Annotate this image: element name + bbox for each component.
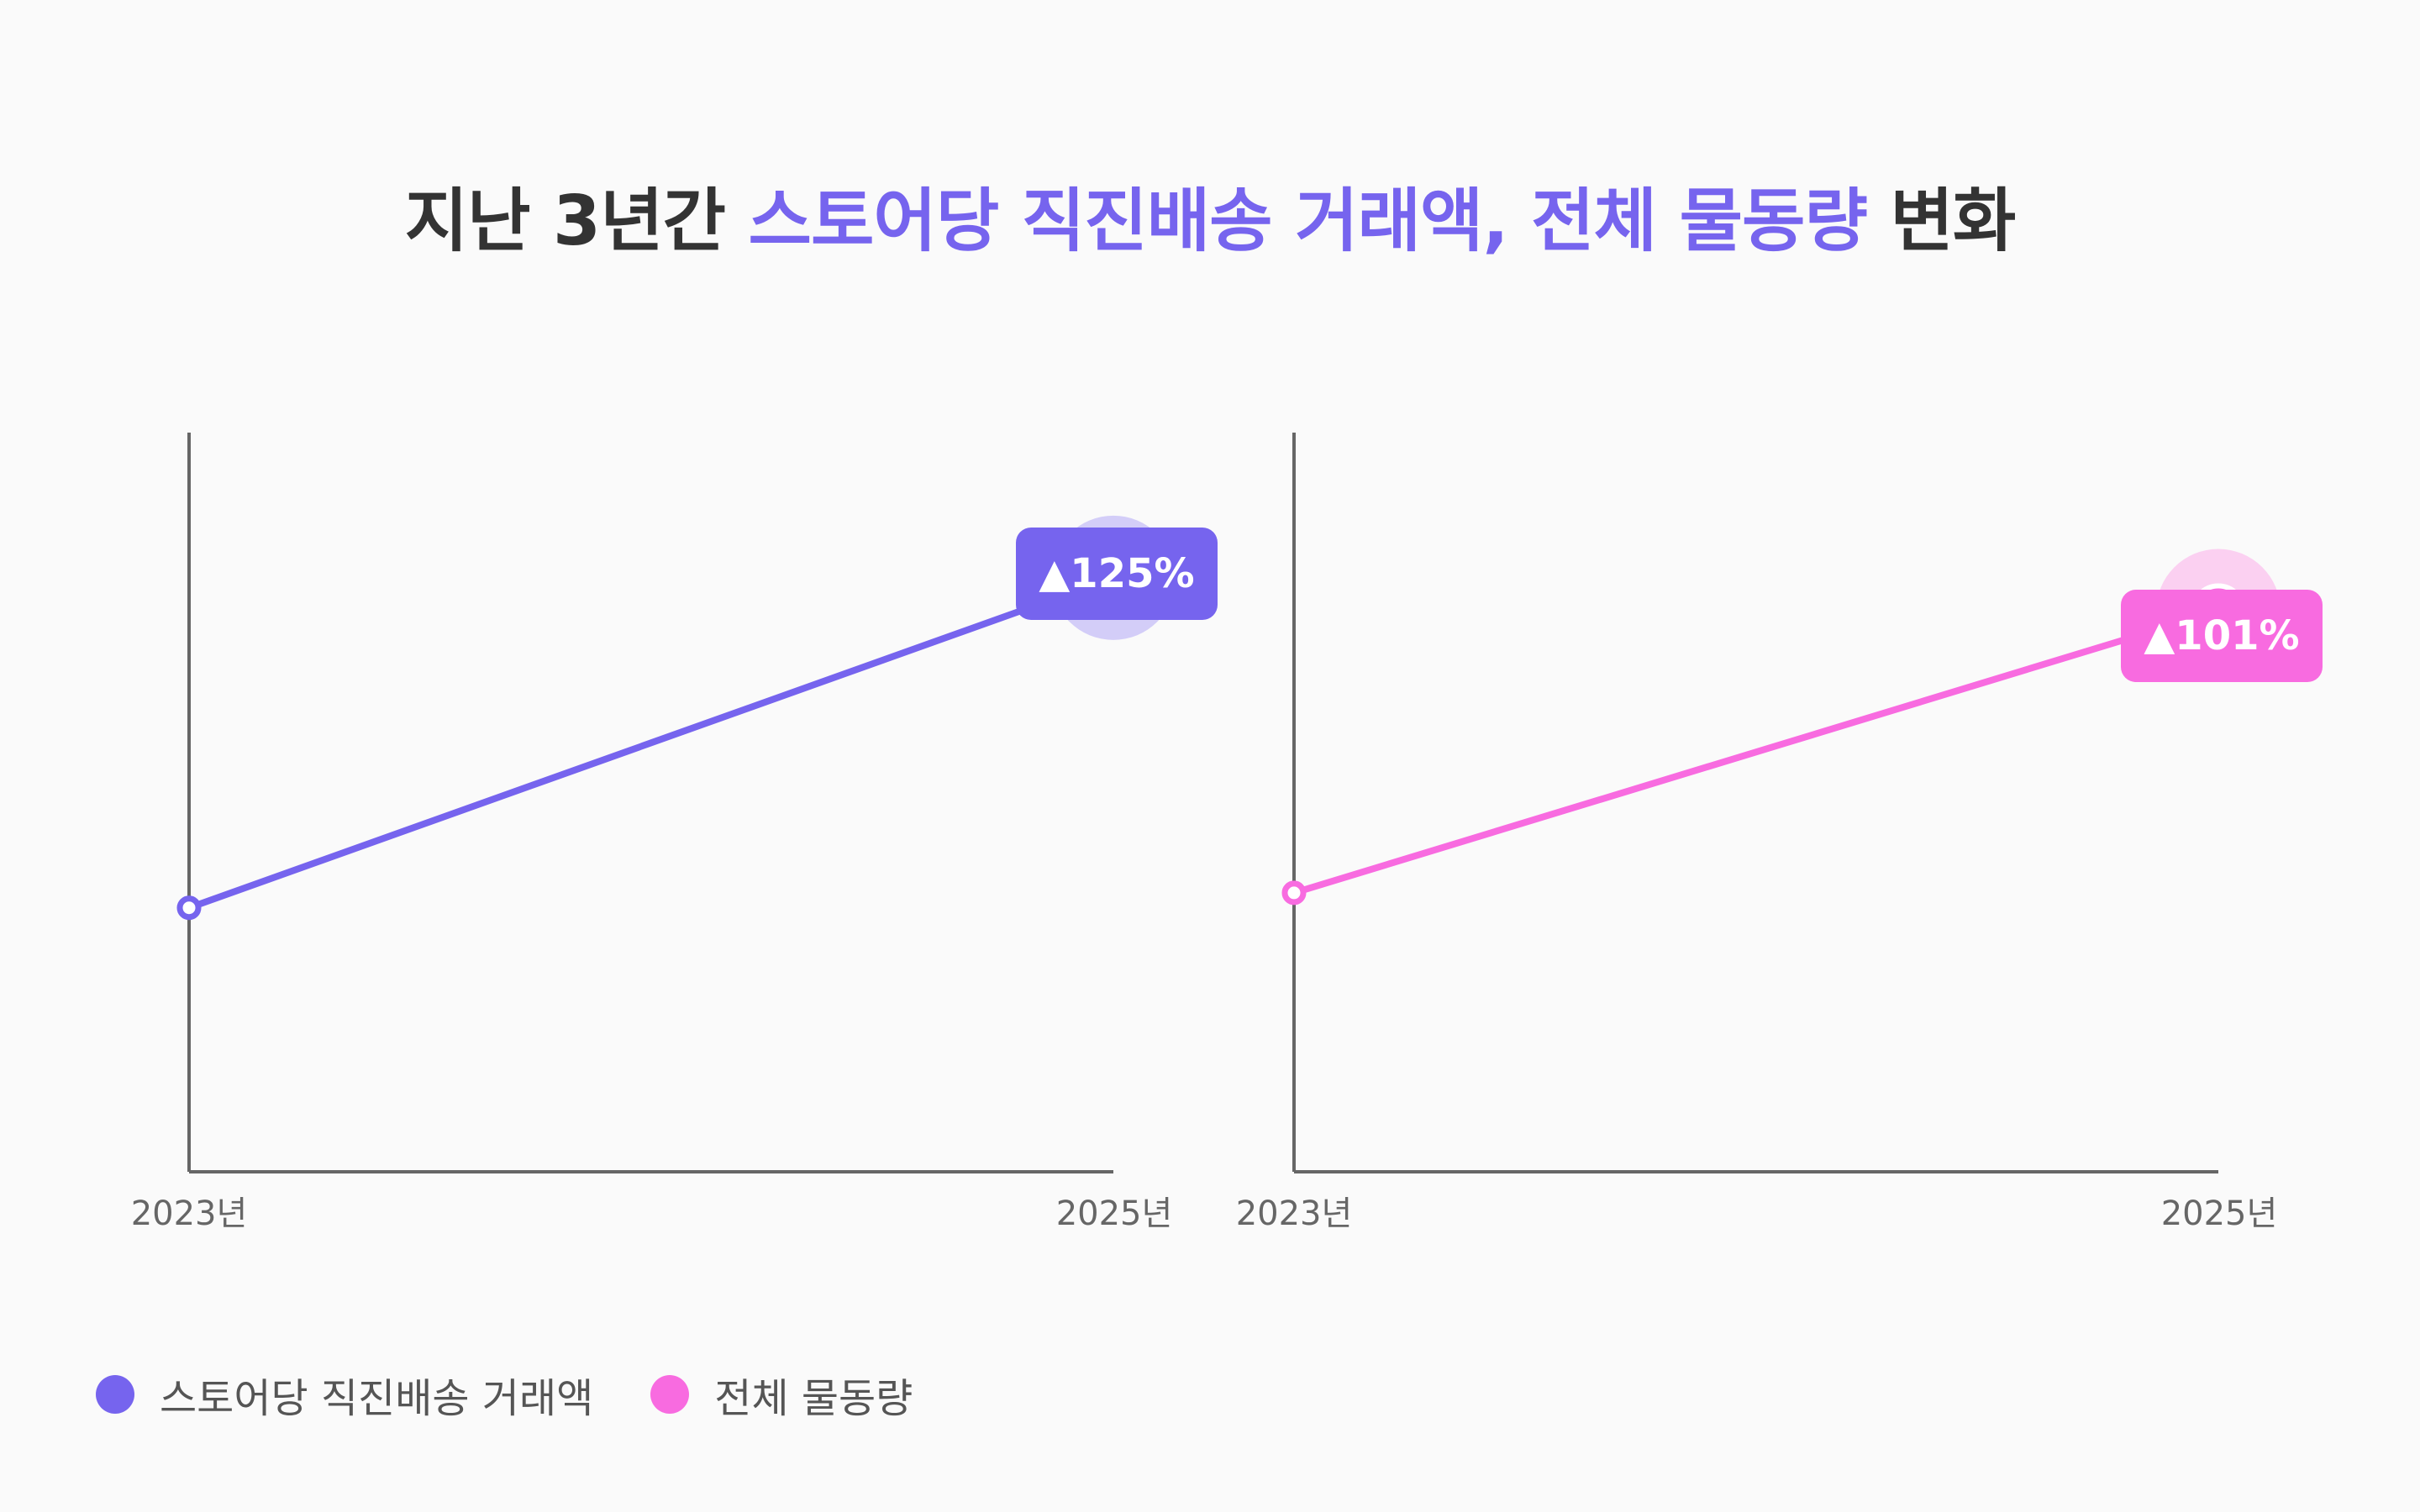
title-suffix: 변화 (1866, 181, 2016, 261)
x-tick-label-1-1: 2023년 (131, 1194, 248, 1233)
change-badge-label-2: ▲101% (2144, 612, 2299, 659)
title-prefix: 지난 3년간 (404, 181, 749, 261)
legend-label-transaction: 스토어당 직진배송 거래액 (160, 1375, 594, 1422)
series-line-2 (1291, 607, 2222, 896)
series-line-1 (186, 574, 1117, 911)
x-tick-label-1-2: 2025년 (1056, 1194, 1173, 1233)
legend-swatch-transaction (96, 1375, 134, 1414)
legend: 스토어당 직진배송 거래액 전체 물동량 (96, 1365, 970, 1424)
legend-swatch-volume (650, 1375, 690, 1414)
change-badge-2 (2121, 590, 2323, 682)
data-point-start-1 (176, 895, 202, 921)
data-point-start-2 (1281, 880, 1307, 906)
change-badge-label-1: ▲125% (1039, 550, 1194, 597)
x-tick-label-2-2: 2025년 (2161, 1194, 2278, 1233)
chart-title: 지난 3년간 스토어당 직진배송 거래액, 전체 물동량 변화 (0, 165, 2420, 265)
title-highlight: 스토어당 직진배송 거래액, 전체 물동량 (748, 181, 1868, 261)
legend-item-volume: 전체 물동량 (650, 1365, 913, 1424)
legend-item-transaction: 스토어당 직진배송 거래액 (96, 1365, 593, 1424)
x-tick-label-2-1: 2023년 (1236, 1194, 1353, 1233)
change-badge-1 (1016, 528, 1218, 620)
legend-label-volume: 전체 물동량 (714, 1375, 913, 1422)
